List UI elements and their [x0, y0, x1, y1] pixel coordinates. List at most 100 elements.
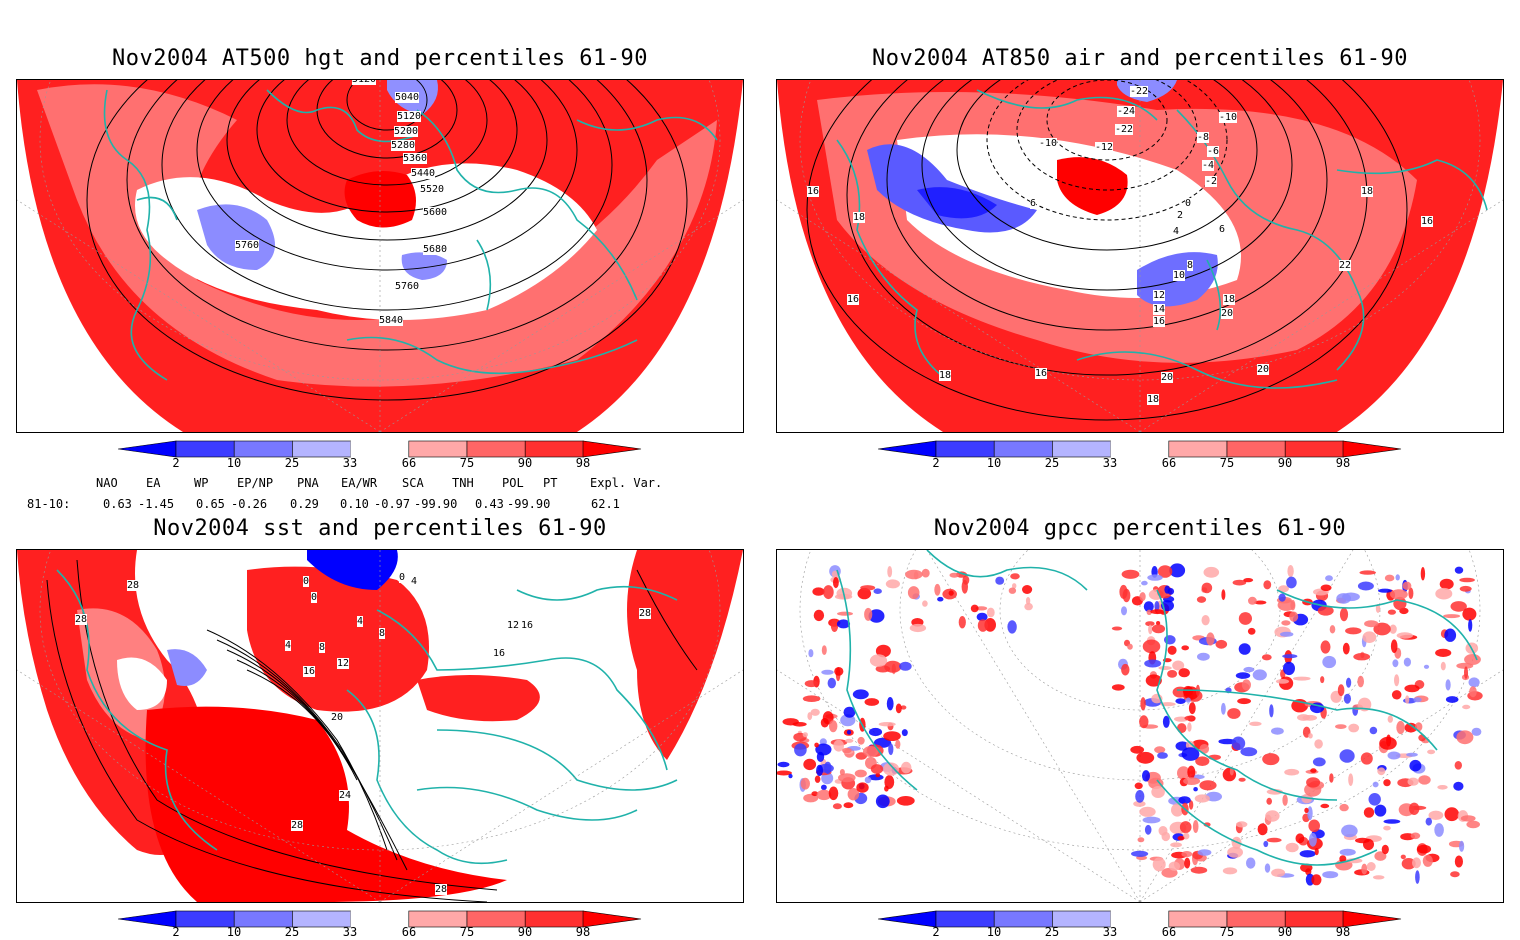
colorbar-arrow-left [117, 910, 177, 928]
precip-blob [1390, 589, 1408, 600]
precip-blob [1227, 846, 1243, 858]
precip-blob [1339, 607, 1349, 622]
precip-blob [854, 769, 867, 778]
precip-blob [1238, 612, 1252, 625]
precip-blob [1462, 607, 1477, 621]
index-value-eawr: 0.10 [340, 497, 369, 511]
precip-blob [824, 761, 832, 774]
precip-blob [816, 789, 832, 801]
colorbar-swatch [466, 440, 526, 458]
precip-blob [1290, 599, 1296, 611]
precip-blob [1266, 788, 1283, 795]
contour-label: 4 [357, 616, 364, 627]
index-header-pna: PNA [297, 476, 319, 490]
index-header-epnp: EP/NP [237, 476, 274, 490]
precip-blob [837, 611, 853, 616]
precip-blob [1252, 669, 1267, 681]
precip-blob [1150, 609, 1165, 615]
precip-blob [811, 791, 819, 797]
precip-blob [1322, 871, 1339, 879]
contour-label: 4 [411, 576, 418, 587]
precip-blob [832, 803, 842, 810]
index-header-wp: WP [194, 476, 209, 490]
precip-blob [1404, 684, 1420, 693]
precip-blob [1184, 857, 1191, 869]
colorbar-label: 2 [172, 456, 180, 470]
temperature-contours [806, 80, 1408, 421]
colorbar-label: 66 [1161, 456, 1177, 470]
precip-blob [1201, 582, 1213, 594]
precip-blob [1435, 648, 1452, 657]
precip-blob [1299, 850, 1316, 858]
precip-blob [901, 729, 908, 737]
precip-blob [1353, 653, 1371, 661]
contour-label: 28 [639, 608, 652, 619]
precip-blob [1372, 875, 1385, 880]
precip-blob [1396, 720, 1405, 735]
precip-blob [1136, 751, 1155, 764]
contour-label: 5280 [391, 140, 416, 151]
precip-blob [1468, 677, 1480, 688]
precip-blob [804, 680, 819, 688]
contour-label: 16 [1421, 216, 1434, 227]
precip-blob [1144, 659, 1162, 668]
precip-blob [1130, 745, 1145, 754]
precip-blob [1176, 723, 1187, 734]
precip-blob [1320, 676, 1325, 684]
precip-blob [1194, 794, 1210, 803]
precip-blob [1308, 819, 1320, 833]
precip-blob [1008, 587, 1017, 594]
precip-blob [883, 762, 900, 776]
precip-blob [976, 612, 988, 622]
precip-blob [1311, 874, 1322, 886]
precip-blob [830, 619, 839, 632]
precip-blob [856, 782, 869, 793]
colorbar-hgt: 2 10 25 33 66 75 90 98 [117, 440, 642, 474]
contour-label: 5120 [352, 80, 377, 85]
precip-blob [1420, 567, 1426, 581]
precip-blob [1171, 803, 1184, 817]
colorbar-swatches [117, 440, 642, 458]
colorbar-arrow-left [877, 440, 937, 458]
colorbar-swatches [117, 910, 642, 928]
precip-blob [878, 722, 896, 727]
colorbar-arrow-right [582, 440, 642, 458]
precip-blob [1409, 802, 1420, 815]
precip-blob [1314, 848, 1319, 856]
precip-blob [1111, 684, 1125, 691]
precip-blob [1434, 823, 1444, 837]
colorbar-label: 98 [1335, 925, 1351, 939]
precip-blob [1122, 588, 1131, 603]
contour-label: -6 [1207, 146, 1220, 157]
colorbar-swatch [1168, 910, 1228, 928]
map-hgt-svg [17, 80, 743, 432]
precip-blob [820, 717, 829, 728]
precip-blob [1320, 584, 1332, 592]
precip-blob [810, 708, 820, 716]
precip-blob [1145, 674, 1162, 687]
precip-blob [1240, 747, 1258, 757]
precip-blob [909, 623, 927, 633]
precip-blob [1183, 777, 1201, 785]
precip-blob [1300, 863, 1313, 873]
precip-blob [1337, 684, 1345, 697]
contour-label: 0 [1185, 198, 1192, 209]
precip-blob [1401, 858, 1416, 870]
index-header-eawr: EA/WR [341, 476, 378, 490]
precip-blob [962, 575, 970, 585]
precip-blob [899, 661, 912, 671]
precip-blob [1243, 578, 1254, 583]
colorbar-swatch [1226, 440, 1286, 458]
precip-blob [948, 590, 954, 596]
precip-blob [1201, 615, 1210, 626]
precip-blob [1167, 670, 1178, 678]
precip-blob [1285, 842, 1299, 853]
precip-blob [1185, 697, 1191, 703]
contour-label: 4 [285, 640, 292, 651]
precip-blob [1444, 807, 1460, 822]
precip-blob [1454, 761, 1462, 770]
precip-blob [1459, 840, 1465, 852]
colorbar-swatch [350, 441, 409, 457]
contour-label: -22 [1130, 86, 1149, 97]
precip-blob [1391, 690, 1402, 700]
